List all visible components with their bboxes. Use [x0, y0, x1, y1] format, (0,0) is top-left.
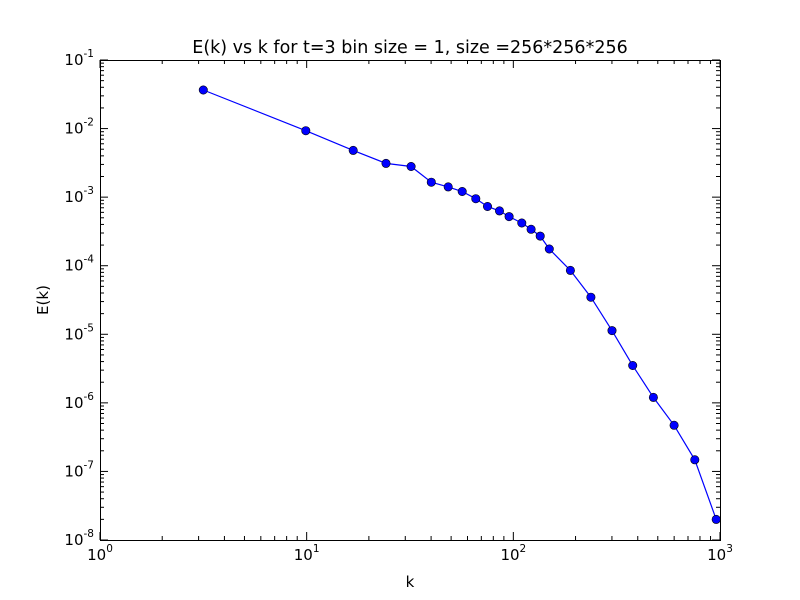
- data-point: [494, 206, 504, 216]
- y-tick-label-exponent: -6: [84, 391, 95, 403]
- x-tick-label-exponent: 1: [313, 543, 320, 555]
- data-point: [301, 126, 311, 136]
- y-tick-label: 10-5: [64, 322, 94, 343]
- data-point: [690, 455, 700, 465]
- y-tick-label-base: 10: [64, 462, 83, 480]
- y-tick-label-base: 10: [64, 51, 83, 69]
- data-point: [607, 326, 617, 336]
- y-tick-label: 10-3: [64, 185, 94, 206]
- y-tick-label-base: 10: [64, 120, 83, 138]
- x-tick-label: 101: [294, 543, 320, 564]
- x-axis-label: k: [406, 573, 415, 591]
- y-tick-label: 10-6: [64, 391, 94, 412]
- plot-frame: [100, 60, 721, 541]
- y-tick-label-base: 10: [64, 257, 83, 275]
- data-point: [504, 212, 514, 222]
- y-tick-label: 10-8: [64, 528, 94, 549]
- data-point: [482, 202, 492, 212]
- x-tick-label-exponent: 3: [726, 543, 733, 555]
- data-point: [586, 292, 596, 302]
- data-point: [348, 145, 358, 155]
- data-point: [711, 514, 721, 524]
- y-tick-label-base: 10: [64, 531, 83, 549]
- plot-series: [198, 85, 721, 524]
- y-tick-label-base: 10: [64, 325, 83, 343]
- data-point: [406, 162, 416, 172]
- x-tick-label: 100: [87, 543, 113, 564]
- x-tick-label-base: 10: [707, 546, 726, 564]
- x-tick-label-base: 10: [500, 546, 519, 564]
- y-tick-label-exponent: -4: [84, 254, 95, 266]
- data-point: [517, 218, 527, 228]
- x-tick-label-exponent: 0: [106, 543, 113, 555]
- y-tick-label-exponent: -1: [84, 48, 94, 60]
- data-point: [426, 177, 436, 187]
- y-tick-label: 10-2: [64, 117, 94, 138]
- y-tick-label: 10-1: [64, 48, 94, 69]
- x-tick-label-exponent: 2: [520, 543, 527, 555]
- data-point: [526, 224, 536, 234]
- y-axis-ticks: 10-810-710-610-510-410-310-210-1: [64, 48, 720, 549]
- y-axis-label: E(k): [34, 285, 52, 315]
- data-point: [443, 182, 453, 192]
- y-tick-label-exponent: -8: [84, 528, 94, 540]
- x-tick-label-base: 10: [87, 546, 106, 564]
- data-point: [628, 360, 638, 370]
- data-point: [565, 265, 575, 275]
- data-point: [535, 231, 545, 241]
- y-tick-label: 10-4: [64, 254, 94, 275]
- data-point: [457, 187, 467, 197]
- y-tick-label-exponent: -7: [84, 459, 94, 471]
- data-point: [198, 85, 208, 95]
- y-tick-label-base: 10: [64, 394, 83, 412]
- x-tick-label: 102: [500, 543, 526, 564]
- data-point: [648, 392, 658, 402]
- data-point: [669, 420, 679, 430]
- y-tick-label: 10-7: [64, 459, 94, 480]
- x-tick-label: 103: [707, 543, 733, 564]
- x-tick-label-base: 10: [294, 546, 313, 564]
- chart-title: E(k) vs k for t=3 bin size = 1, size =25…: [192, 38, 627, 58]
- y-tick-label-exponent: -3: [84, 185, 94, 197]
- data-point: [381, 158, 391, 168]
- y-tick-label-exponent: -5: [84, 322, 94, 334]
- y-tick-label-exponent: -2: [84, 117, 94, 129]
- y-tick-label-base: 10: [64, 188, 83, 206]
- data-point: [544, 244, 554, 254]
- data-point: [471, 194, 481, 204]
